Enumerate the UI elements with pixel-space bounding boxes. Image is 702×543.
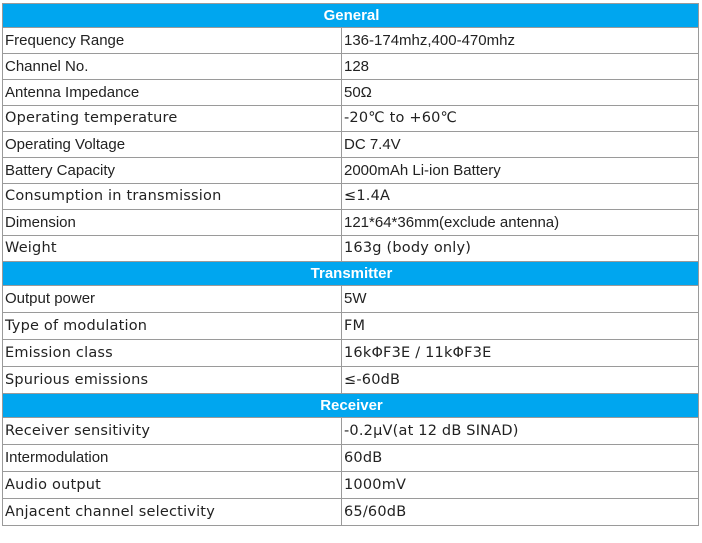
spec-row: Spurious emissions ≤-60dB — [2, 366, 699, 394]
spec-value: 50Ω — [341, 79, 699, 106]
spec-row: Operating temperature -20℃ to +60℃ — [2, 105, 699, 132]
spec-value: 60dB — [341, 444, 699, 472]
spec-label: Spurious emissions — [2, 366, 342, 394]
spec-row: Intermodulation 60dB — [2, 444, 699, 472]
spec-row: Battery Capacity 2000mAh Li-ion Battery — [2, 157, 699, 184]
spec-value: 2000mAh Li-ion Battery — [341, 157, 699, 184]
spec-value: 65/60dB — [341, 498, 699, 526]
spec-label: Output power — [2, 285, 342, 313]
spec-label: Intermodulation — [2, 444, 342, 472]
spec-row: Channel No. 128 — [2, 53, 699, 80]
spec-row: Audio output 1000mV — [2, 471, 699, 499]
spec-value: 16kΦF3E / 11kΦF3E — [341, 339, 699, 367]
spec-value: 163g (body only) — [341, 235, 699, 262]
spec-label: Operating Voltage — [2, 131, 342, 158]
section-title: Transmitter — [2, 261, 699, 286]
spec-row: Weight 163g (body only) — [2, 235, 699, 262]
spec-table: General Frequency Range 136-174mhz,400-470… — [2, 3, 699, 526]
spec-row: Receiver sensitivity -0.2μV(at 12 dB SINA… — [2, 417, 699, 445]
spec-label: Dimension — [2, 209, 342, 236]
spec-row: Consumption in transmission ≤1.4A — [2, 183, 699, 210]
spec-value: 1000mV — [341, 471, 699, 499]
section-header-general: General — [2, 3, 699, 28]
spec-row: Frequency Range 136-174mhz,400-470mhz — [2, 27, 699, 54]
spec-value: 121*64*36mm(exclude antenna) — [341, 209, 699, 236]
spec-label: Type of modulation — [2, 312, 342, 340]
spec-row: Type of modulation FM — [2, 312, 699, 340]
spec-row: Operating Voltage DC 7.4V — [2, 131, 699, 158]
spec-value: FM — [341, 312, 699, 340]
spec-row: Emission class 16kΦF3E / 11kΦF3E — [2, 339, 699, 367]
spec-label: Emission class — [2, 339, 342, 367]
spec-label: Channel No. — [2, 53, 342, 80]
spec-label: Audio output — [2, 471, 342, 499]
spec-value: -20℃ to +60℃ — [341, 105, 699, 132]
spec-row: Anjacent channel selectivity 65/60dB — [2, 498, 699, 526]
spec-value: ≤-60dB — [341, 366, 699, 394]
section-header-receiver: Receiver — [2, 393, 699, 418]
section-title: General — [2, 3, 699, 28]
spec-value: 5W — [341, 285, 699, 313]
section-header-transmitter: Transmitter — [2, 261, 699, 286]
spec-label: Battery Capacity — [2, 157, 342, 184]
spec-label: Frequency Range — [2, 27, 342, 54]
spec-value: ≤1.4A — [341, 183, 699, 210]
spec-label: Antenna Impedance — [2, 79, 342, 106]
spec-label: Anjacent channel selectivity — [2, 498, 342, 526]
section-title: Receiver — [2, 393, 699, 418]
spec-label: Weight — [2, 235, 342, 262]
spec-label: Operating temperature — [2, 105, 342, 132]
spec-label: Consumption in transmission — [2, 183, 342, 210]
spec-row: Antenna Impedance 50Ω — [2, 79, 699, 106]
spec-value: 136-174mhz,400-470mhz — [341, 27, 699, 54]
spec-value: 128 — [341, 53, 699, 80]
spec-value: DC 7.4V — [341, 131, 699, 158]
spec-label: Receiver sensitivity — [2, 417, 342, 445]
spec-value: -0.2μV(at 12 dB SINAD) — [341, 417, 699, 445]
spec-row: Dimension 121*64*36mm(exclude antenna) — [2, 209, 699, 236]
spec-row: Output power 5W — [2, 285, 699, 313]
